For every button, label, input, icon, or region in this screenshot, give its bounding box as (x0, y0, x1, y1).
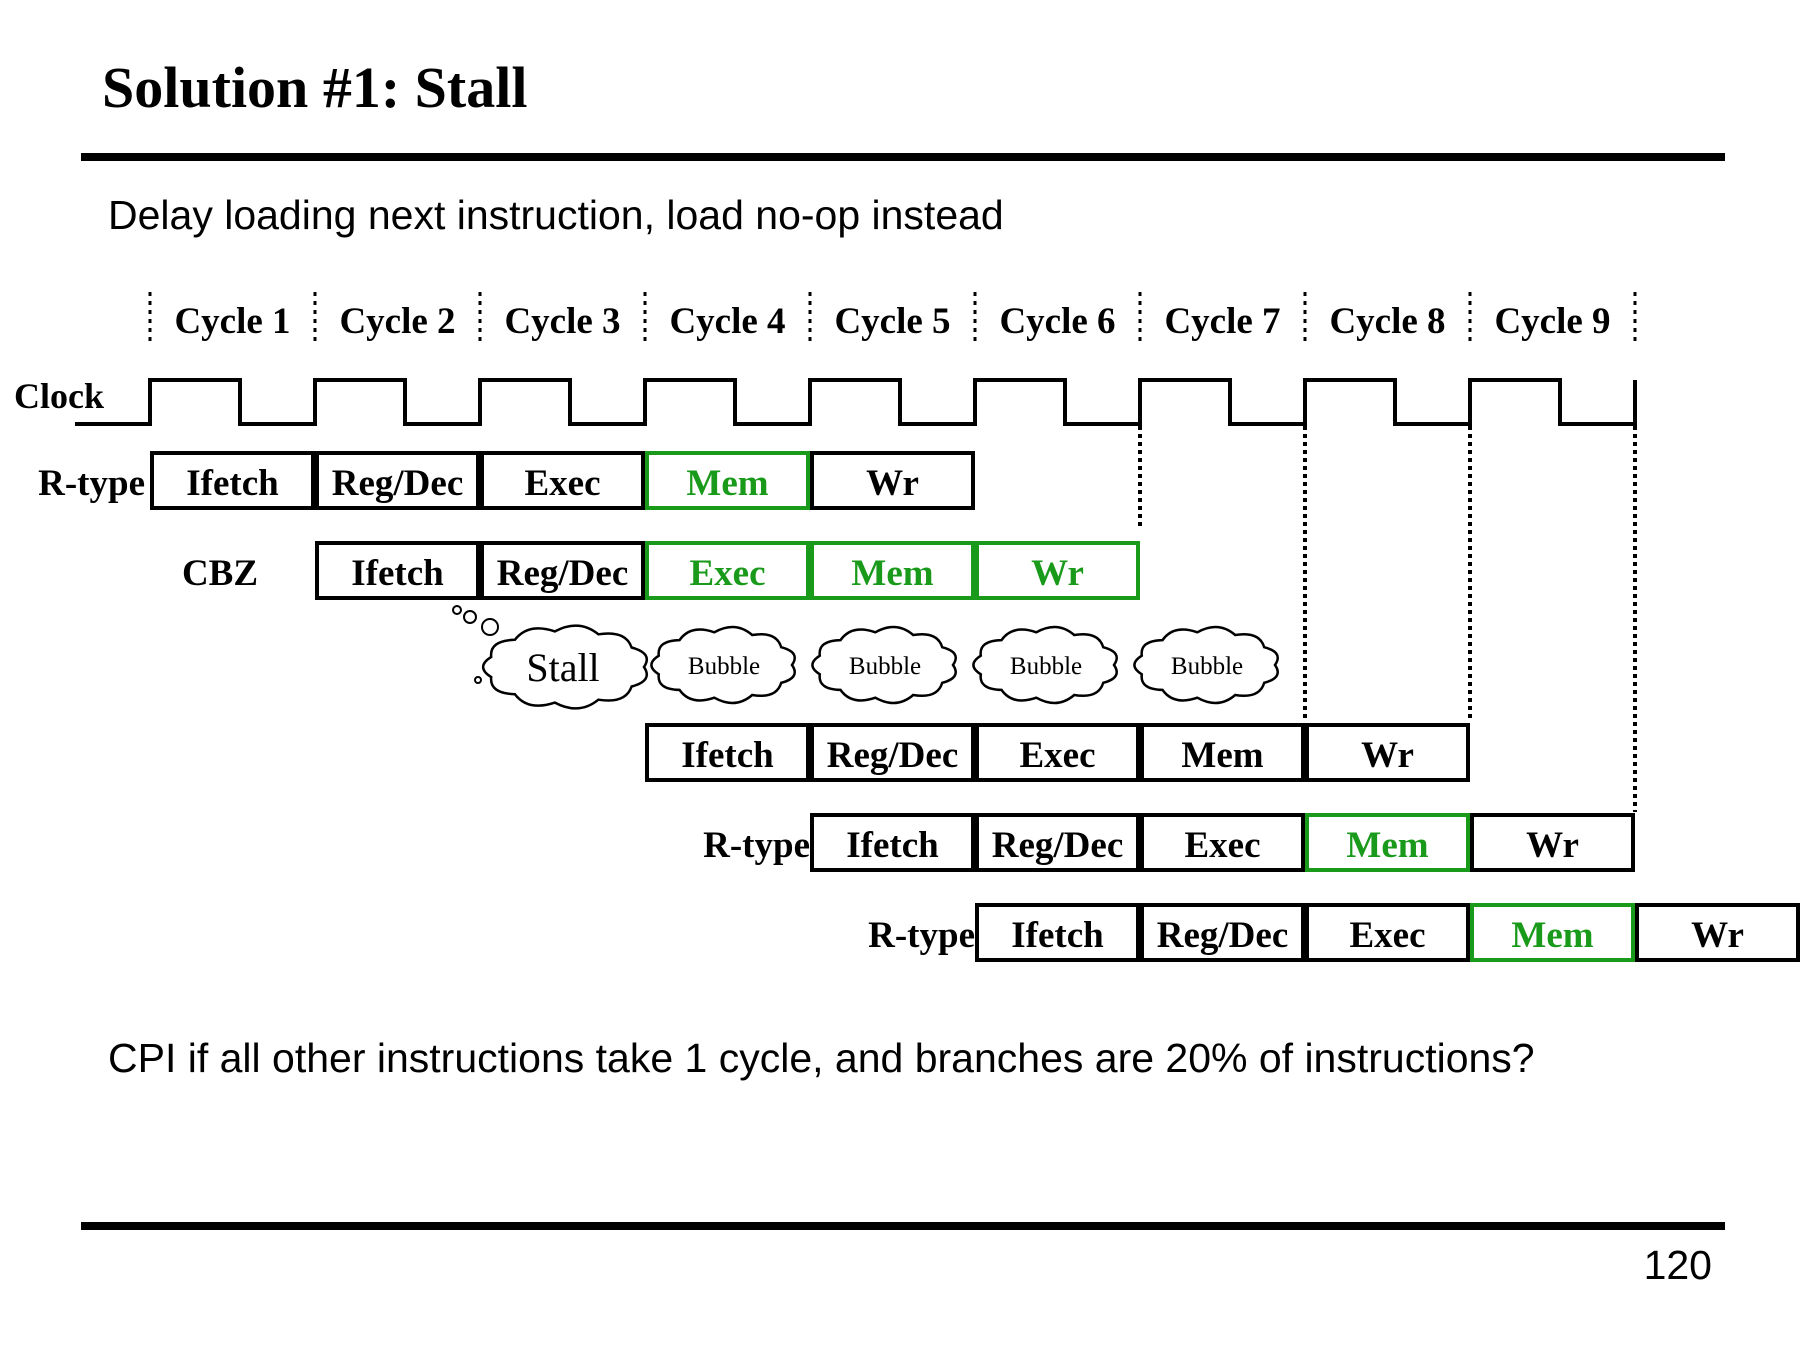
stage-box (315, 451, 480, 510)
stage-box (975, 723, 1140, 782)
stage-label: Exec (1019, 735, 1095, 776)
stage-label: Wr (1031, 553, 1084, 594)
stage-label: Ifetch (846, 825, 939, 866)
stage-box (150, 451, 315, 510)
instruction-row: R-type Ifetch Reg/Dec Exec Mem Wr (703, 813, 1635, 872)
cycle-label: Cycle 3 (504, 301, 620, 342)
slide-title: Solution #1: Stall (102, 55, 528, 120)
bottom-rule (81, 1222, 1725, 1230)
cycle-label: Cycle 4 (669, 301, 785, 342)
stage-box (1305, 723, 1470, 782)
stage-label: Reg/Dec (1157, 915, 1289, 956)
stage-box (810, 451, 975, 510)
stage-label: Wr (866, 463, 919, 504)
clock-waveform (75, 378, 1637, 426)
stage-box (1140, 723, 1305, 782)
stage-box (645, 451, 810, 510)
stage-label: Reg/Dec (992, 825, 1124, 866)
stage-box (975, 541, 1140, 600)
cycle-label: Cycle 2 (339, 301, 455, 342)
stage-box (1470, 903, 1635, 962)
stage-box (975, 903, 1140, 962)
guide-lines (1138, 386, 1637, 812)
stage-box (810, 541, 975, 600)
stage-label: Ifetch (351, 553, 444, 594)
thought-dot (474, 676, 482, 684)
bubble-label: Bubble (1010, 653, 1082, 680)
stage-label: Reg/Dec (497, 553, 629, 594)
bubble-cloud (1133, 625, 1279, 705)
stall-thought-cloud: Stall (452, 605, 648, 710)
cpi-question: CPI if all other instructions take 1 cyc… (108, 1035, 1535, 1081)
instruction-row: R-type Ifetch Reg/Dec Exec Mem Wr (38, 451, 975, 510)
bubble-cloud (650, 625, 796, 705)
stage-box (1140, 903, 1305, 962)
stage-label: Ifetch (186, 463, 279, 504)
stage-box (480, 451, 645, 510)
stage-label: Wr (1526, 825, 1579, 866)
instruction-row: Ifetch Reg/Dec Exec Mem Wr (645, 723, 1470, 782)
stage-box (480, 541, 645, 600)
stage-label: Exec (1349, 915, 1425, 956)
cycle-label: Cycle 5 (834, 301, 950, 342)
instruction-row: R-type Ifetch Reg/Dec Exec Mem Wr (868, 903, 1800, 962)
stage-label: Exec (524, 463, 600, 504)
stage-label: Reg/Dec (332, 463, 464, 504)
instruction-label: R-type (703, 825, 810, 866)
stage-label: Exec (1184, 825, 1260, 866)
thought-dot (463, 610, 477, 624)
cycle-label: Cycle 9 (1494, 301, 1610, 342)
stage-box (645, 723, 810, 782)
bubble-label: Bubble (688, 653, 760, 680)
bubble-label: Bubble (1171, 653, 1243, 680)
stage-box (1305, 903, 1470, 962)
stage-box (1140, 813, 1305, 872)
cycle-label: Cycle 7 (1164, 301, 1280, 342)
stage-box (645, 541, 810, 600)
stage-box (810, 723, 975, 782)
stall-label: Stall (526, 645, 599, 690)
cycle-label: Cycle 8 (1329, 301, 1445, 342)
stage-label: Mem (1181, 735, 1263, 776)
bubble-cloud (972, 625, 1118, 705)
stage-label: Ifetch (681, 735, 774, 776)
bubble-label: Bubble (849, 653, 921, 680)
stage-label: Mem (1511, 915, 1593, 956)
stall-cloud-shape (481, 624, 648, 710)
stage-label: Exec (689, 553, 765, 594)
instruction-label: R-type (868, 915, 975, 956)
instruction-rows: R-type Ifetch Reg/Dec Exec Mem Wr CBZ Ifetch Reg… (38, 451, 1800, 962)
stage-box (1470, 813, 1635, 872)
top-rule (81, 153, 1725, 161)
stage-label: Mem (851, 553, 933, 594)
instruction-label: CBZ (182, 553, 258, 594)
instruction-label: R-type (38, 463, 145, 504)
stage-label: Mem (686, 463, 768, 504)
thought-dot (481, 618, 499, 636)
stage-box (1635, 903, 1800, 962)
stage-label: Mem (1346, 825, 1428, 866)
stage-label: Reg/Dec (827, 735, 959, 776)
cycle-dividers (148, 292, 1637, 346)
stage-label: Wr (1691, 915, 1744, 956)
cycle-labels: Cycle 1 Cycle 2 Cycle 3 Cycle 4 Cycle 5 Cycle… (174, 301, 1610, 342)
stage-box (810, 813, 975, 872)
stage-box (975, 813, 1140, 872)
thought-dot (452, 605, 462, 615)
stage-label: Ifetch (1011, 915, 1104, 956)
cycle-label: Cycle 1 (174, 301, 290, 342)
stage-box (315, 541, 480, 600)
clock-label: Clock (14, 376, 104, 416)
stage-label: Wr (1361, 735, 1414, 776)
page-number: 120 (1643, 1242, 1712, 1288)
stage-box (1305, 813, 1470, 872)
slide-subtitle: Delay loading next instruction, load no-… (108, 192, 1004, 238)
bubble-row: Bubble Bubble Bubble Bubble (650, 625, 1279, 705)
bubble-cloud (811, 625, 957, 705)
cycle-label: Cycle 6 (999, 301, 1115, 342)
instruction-row: CBZ Ifetch Reg/Dec Exec Mem Wr (182, 541, 1140, 600)
